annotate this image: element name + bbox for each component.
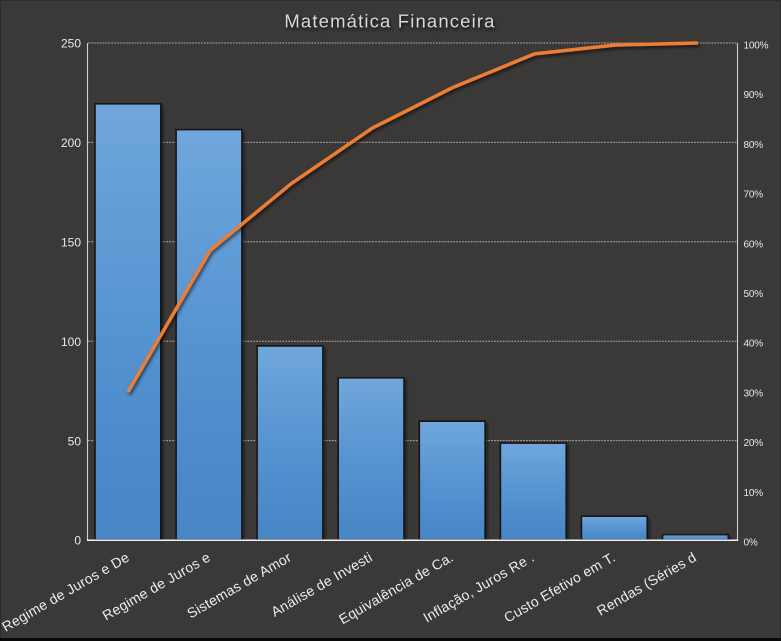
svg-text:Matemática Financeira: Matemática Financeira bbox=[284, 11, 495, 32]
svg-text:90%: 90% bbox=[744, 90, 764, 101]
svg-text:60%: 60% bbox=[744, 239, 764, 250]
svg-text:10%: 10% bbox=[744, 488, 764, 499]
svg-text:Regime de Juros e De: Regime de Juros e De bbox=[0, 549, 132, 635]
svg-text:20%: 20% bbox=[744, 438, 764, 449]
svg-text:50%: 50% bbox=[744, 289, 764, 300]
svg-text:0%: 0% bbox=[744, 538, 758, 549]
svg-text:30%: 30% bbox=[744, 388, 764, 399]
svg-text:50: 50 bbox=[68, 434, 82, 448]
svg-text:100%: 100% bbox=[744, 41, 769, 52]
svg-text:200: 200 bbox=[61, 136, 81, 150]
svg-text:40%: 40% bbox=[744, 339, 764, 350]
svg-text:100: 100 bbox=[61, 335, 81, 349]
svg-text:70%: 70% bbox=[744, 190, 764, 201]
svg-text:80%: 80% bbox=[744, 140, 764, 151]
svg-text:250: 250 bbox=[61, 37, 81, 51]
svg-text:0: 0 bbox=[74, 534, 81, 548]
svg-text:150: 150 bbox=[61, 236, 81, 250]
